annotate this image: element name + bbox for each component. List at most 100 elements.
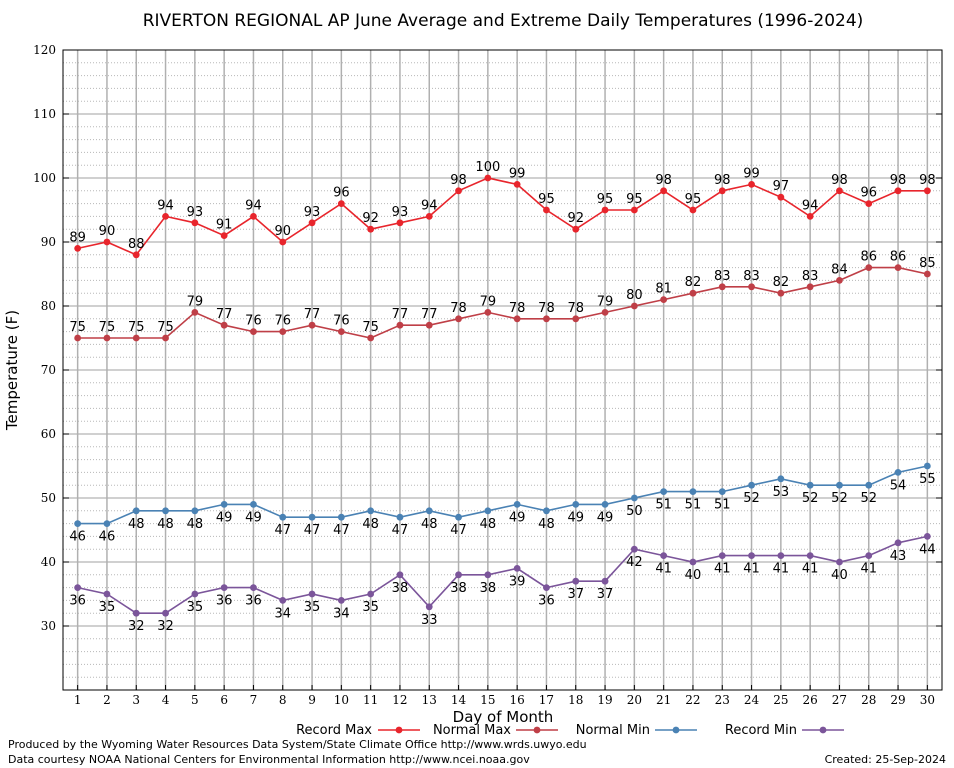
data-label: 79: [480, 294, 497, 309]
data-point: [806, 481, 814, 489]
data-label: 88: [128, 237, 145, 252]
data-point: [425, 213, 433, 220]
data-label: 98: [655, 173, 672, 188]
data-label: 40: [831, 568, 848, 583]
data-label: 79: [597, 294, 614, 309]
data-point: [513, 315, 521, 323]
data-label: 49: [567, 510, 584, 525]
data-point: [923, 462, 931, 470]
x-tick-label: 15: [480, 693, 495, 707]
data-label: 52: [831, 491, 848, 506]
data-point: [630, 206, 638, 214]
data-point: [777, 475, 785, 483]
data-label: 76: [245, 314, 262, 329]
data-point: [250, 501, 257, 508]
data-label: 48: [362, 517, 379, 532]
data-label: 78: [450, 301, 467, 316]
data-label: 96: [333, 186, 350, 201]
data-point: [484, 174, 492, 182]
x-tick-label: 30: [920, 693, 935, 707]
data-label: 44: [919, 542, 936, 557]
data-label: 49: [216, 510, 233, 525]
legend-label: Normal Min: [576, 723, 650, 738]
series-line: [77, 465, 928, 525]
data-point: [836, 558, 843, 566]
data-point: [132, 251, 140, 259]
data-point: [718, 488, 726, 495]
data-point: [660, 552, 668, 559]
data-point: [543, 315, 550, 323]
data-point: [220, 584, 228, 591]
data-label: 93: [392, 205, 409, 220]
x-tick-label: 22: [685, 693, 700, 707]
data-label: 83: [802, 269, 819, 284]
data-label: 94: [421, 198, 438, 213]
data-label: 47: [333, 523, 350, 538]
grid: [63, 49, 942, 690]
data-point: [601, 501, 609, 508]
data-point: [367, 590, 375, 598]
data-point: [865, 264, 873, 271]
data-point: [689, 206, 697, 214]
data-label: 39: [509, 574, 526, 589]
data-point: [191, 219, 199, 227]
y-tick-label: 60: [41, 427, 56, 441]
data-label: 32: [157, 619, 174, 634]
data-label: 75: [157, 320, 174, 335]
data-point: [543, 206, 550, 214]
chart-title: RIVERTON REGIONAL AP June Average and Ex…: [143, 11, 864, 31]
data-label: 48: [480, 517, 497, 532]
legend-marker: [533, 726, 541, 734]
data-label: 46: [99, 530, 116, 545]
data-label: 80: [626, 288, 643, 303]
data-point: [279, 513, 287, 521]
legend-label: Normal Max: [433, 723, 511, 738]
data-label: 95: [626, 192, 643, 207]
data-point: [455, 315, 462, 323]
data-label: 77: [392, 307, 409, 322]
data-label: 93: [304, 205, 321, 220]
data-label: 82: [773, 275, 790, 290]
data-label: 100: [475, 160, 500, 175]
legend-label: Record Min: [725, 723, 797, 738]
data-point: [367, 225, 375, 233]
y-tick-label: 40: [41, 555, 56, 569]
data-label: 47: [392, 523, 409, 538]
legend-marker: [395, 726, 403, 734]
data-point: [162, 609, 169, 617]
footer-created: Created: 25-Sep-2024: [824, 753, 946, 766]
data-label: 48: [187, 517, 204, 532]
data-point: [220, 232, 228, 240]
data-label: 49: [597, 510, 614, 525]
data-point: [279, 238, 287, 246]
data-point: [777, 193, 785, 201]
data-label: 77: [304, 307, 321, 322]
data-label: 36: [216, 594, 233, 609]
data-label: 86: [890, 250, 907, 265]
y-tick-label: 70: [41, 363, 56, 377]
data-point: [308, 219, 316, 227]
data-point: [308, 513, 316, 521]
data-point: [748, 481, 755, 489]
data-point: [455, 513, 462, 521]
data-label: 47: [304, 523, 321, 538]
data-point: [572, 501, 580, 508]
data-label: 97: [773, 179, 790, 194]
data-point: [630, 545, 638, 553]
data-point: [894, 539, 902, 547]
data-point: [191, 590, 199, 598]
x-tick-label: 5: [191, 693, 199, 707]
x-tick-label: 11: [363, 693, 378, 707]
data-label: 34: [333, 606, 350, 621]
x-tick-label: 2: [103, 693, 111, 707]
x-tick-label: 16: [510, 693, 525, 707]
data-point: [718, 283, 726, 291]
legend-marker: [672, 726, 680, 734]
data-point: [484, 309, 492, 316]
data-point: [894, 264, 902, 271]
data-point: [923, 270, 931, 278]
data-label: 51: [714, 498, 731, 513]
data-point: [396, 321, 404, 329]
data-label: 38: [480, 581, 497, 596]
